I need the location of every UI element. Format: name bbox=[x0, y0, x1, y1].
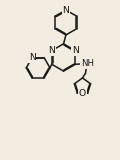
Text: O: O bbox=[79, 89, 86, 98]
Text: N: N bbox=[29, 53, 36, 62]
Text: N: N bbox=[72, 46, 79, 55]
Text: N: N bbox=[48, 46, 55, 55]
Text: NH: NH bbox=[81, 59, 94, 68]
Text: N: N bbox=[63, 5, 69, 15]
